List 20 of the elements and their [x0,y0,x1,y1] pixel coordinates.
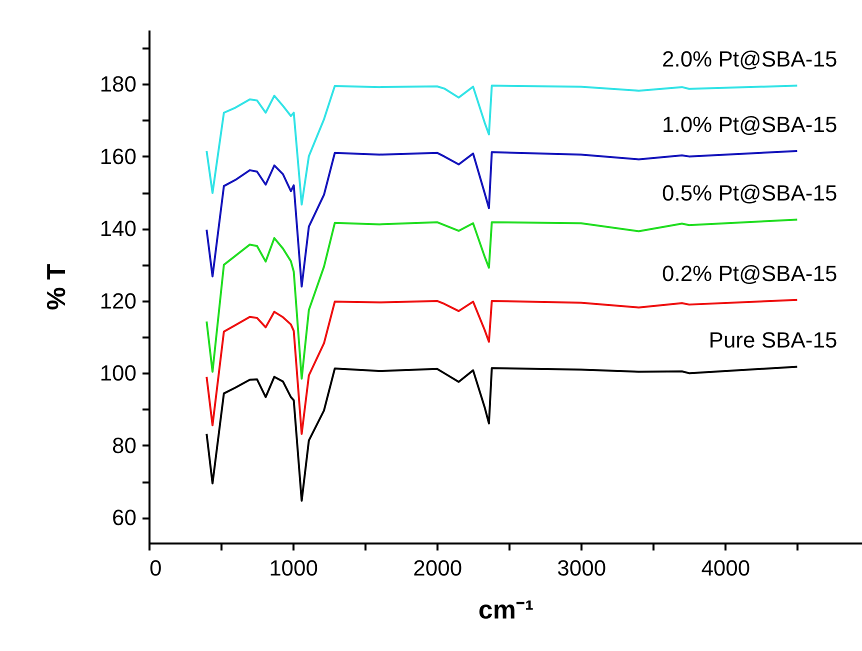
series-label: 1.0% Pt@SBA-15 [662,112,838,138]
series-label: 0.5% Pt@SBA-15 [662,180,838,206]
series-label: 2.0% Pt@SBA-15 [662,46,838,72]
x-tick-label: 2000 [413,556,462,580]
x-tick-label: 1000 [269,556,318,580]
x-tick-label: 4000 [701,556,750,580]
y-axis-title: % T [40,264,71,310]
series-label: Pure SBA-15 [708,328,838,353]
y-tick-label: 140 [100,216,136,242]
y-tick-label: 180 [100,72,136,97]
x-tick-label: 0 [150,556,162,580]
y-tick-label: 80 [112,432,136,458]
y-tick-label: 100 [100,360,136,386]
y-tick-label: 160 [100,144,136,169]
x-tick-label: 3000 [557,556,606,580]
y-tick-label: 60 [112,505,136,530]
line-series [206,366,798,502]
y-tick-label: 120 [100,288,136,314]
x-axis-title: cm⁻¹ [478,594,534,624]
series-label: 0.2% Pt@SBA-15 [662,260,838,286]
